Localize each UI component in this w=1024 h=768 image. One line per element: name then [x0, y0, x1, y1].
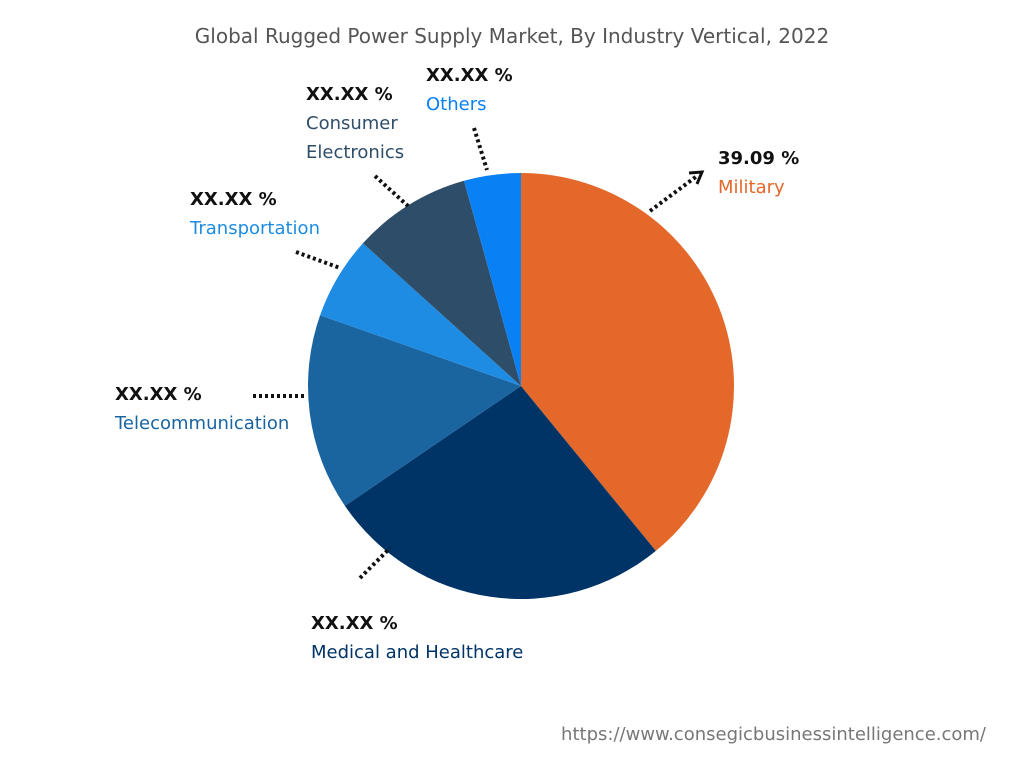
slice-value-label: XX.XX %	[190, 189, 277, 210]
label-transportation: XX.XX % Transportation	[190, 185, 320, 243]
pie-slice-transportation	[320, 243, 521, 386]
label-others: XX.XX % Others	[426, 61, 513, 119]
leader-line-consumer-electronics	[373, 174, 410, 208]
slice-name-label: Military	[718, 177, 785, 198]
chart-title: Global Rugged Power Supply Market, By In…	[194, 24, 830, 48]
slice-name-label: Transportation	[190, 218, 320, 239]
slice-value-label: 39.09 %	[718, 148, 800, 169]
slice-name-label: Medical and Healthcare	[311, 642, 524, 663]
leader-line-transportation	[295, 250, 341, 270]
pie-slice-military	[521, 173, 734, 551]
slice-name-label: Consumer Electronics	[306, 113, 405, 163]
pie-slice-medical-and-healthcare	[344, 386, 656, 599]
label-military: 39.09 % Military	[718, 144, 799, 202]
label-medical: XX.XX % Medical and Healthcare	[311, 609, 523, 667]
source-url[interactable]: https://www.consegicbusinessintelligence…	[561, 724, 986, 745]
pie-slice-others	[464, 173, 521, 386]
slice-value-label: XX.XX %	[426, 65, 513, 86]
slice-name-label: Others	[426, 94, 487, 115]
slice-value-label: XX.XX %	[311, 613, 398, 634]
slice-name-label: Telecommunication	[115, 413, 290, 434]
slice-value-label: XX.XX %	[115, 384, 202, 405]
leader-line-military	[648, 174, 699, 213]
label-consumer-electronics: XX.XX % Consumer Electronics	[306, 80, 426, 167]
label-telecom: XX.XX % Telecommunication	[115, 380, 289, 438]
leader-line-others	[472, 127, 489, 171]
pie-slice-consumer-electronics	[362, 180, 521, 386]
slice-value-label: XX.XX %	[306, 84, 393, 105]
arrow-head-icon	[688, 170, 705, 185]
pie-slice-telecommunication	[307, 315, 521, 506]
leader-line-medical	[358, 546, 392, 580]
